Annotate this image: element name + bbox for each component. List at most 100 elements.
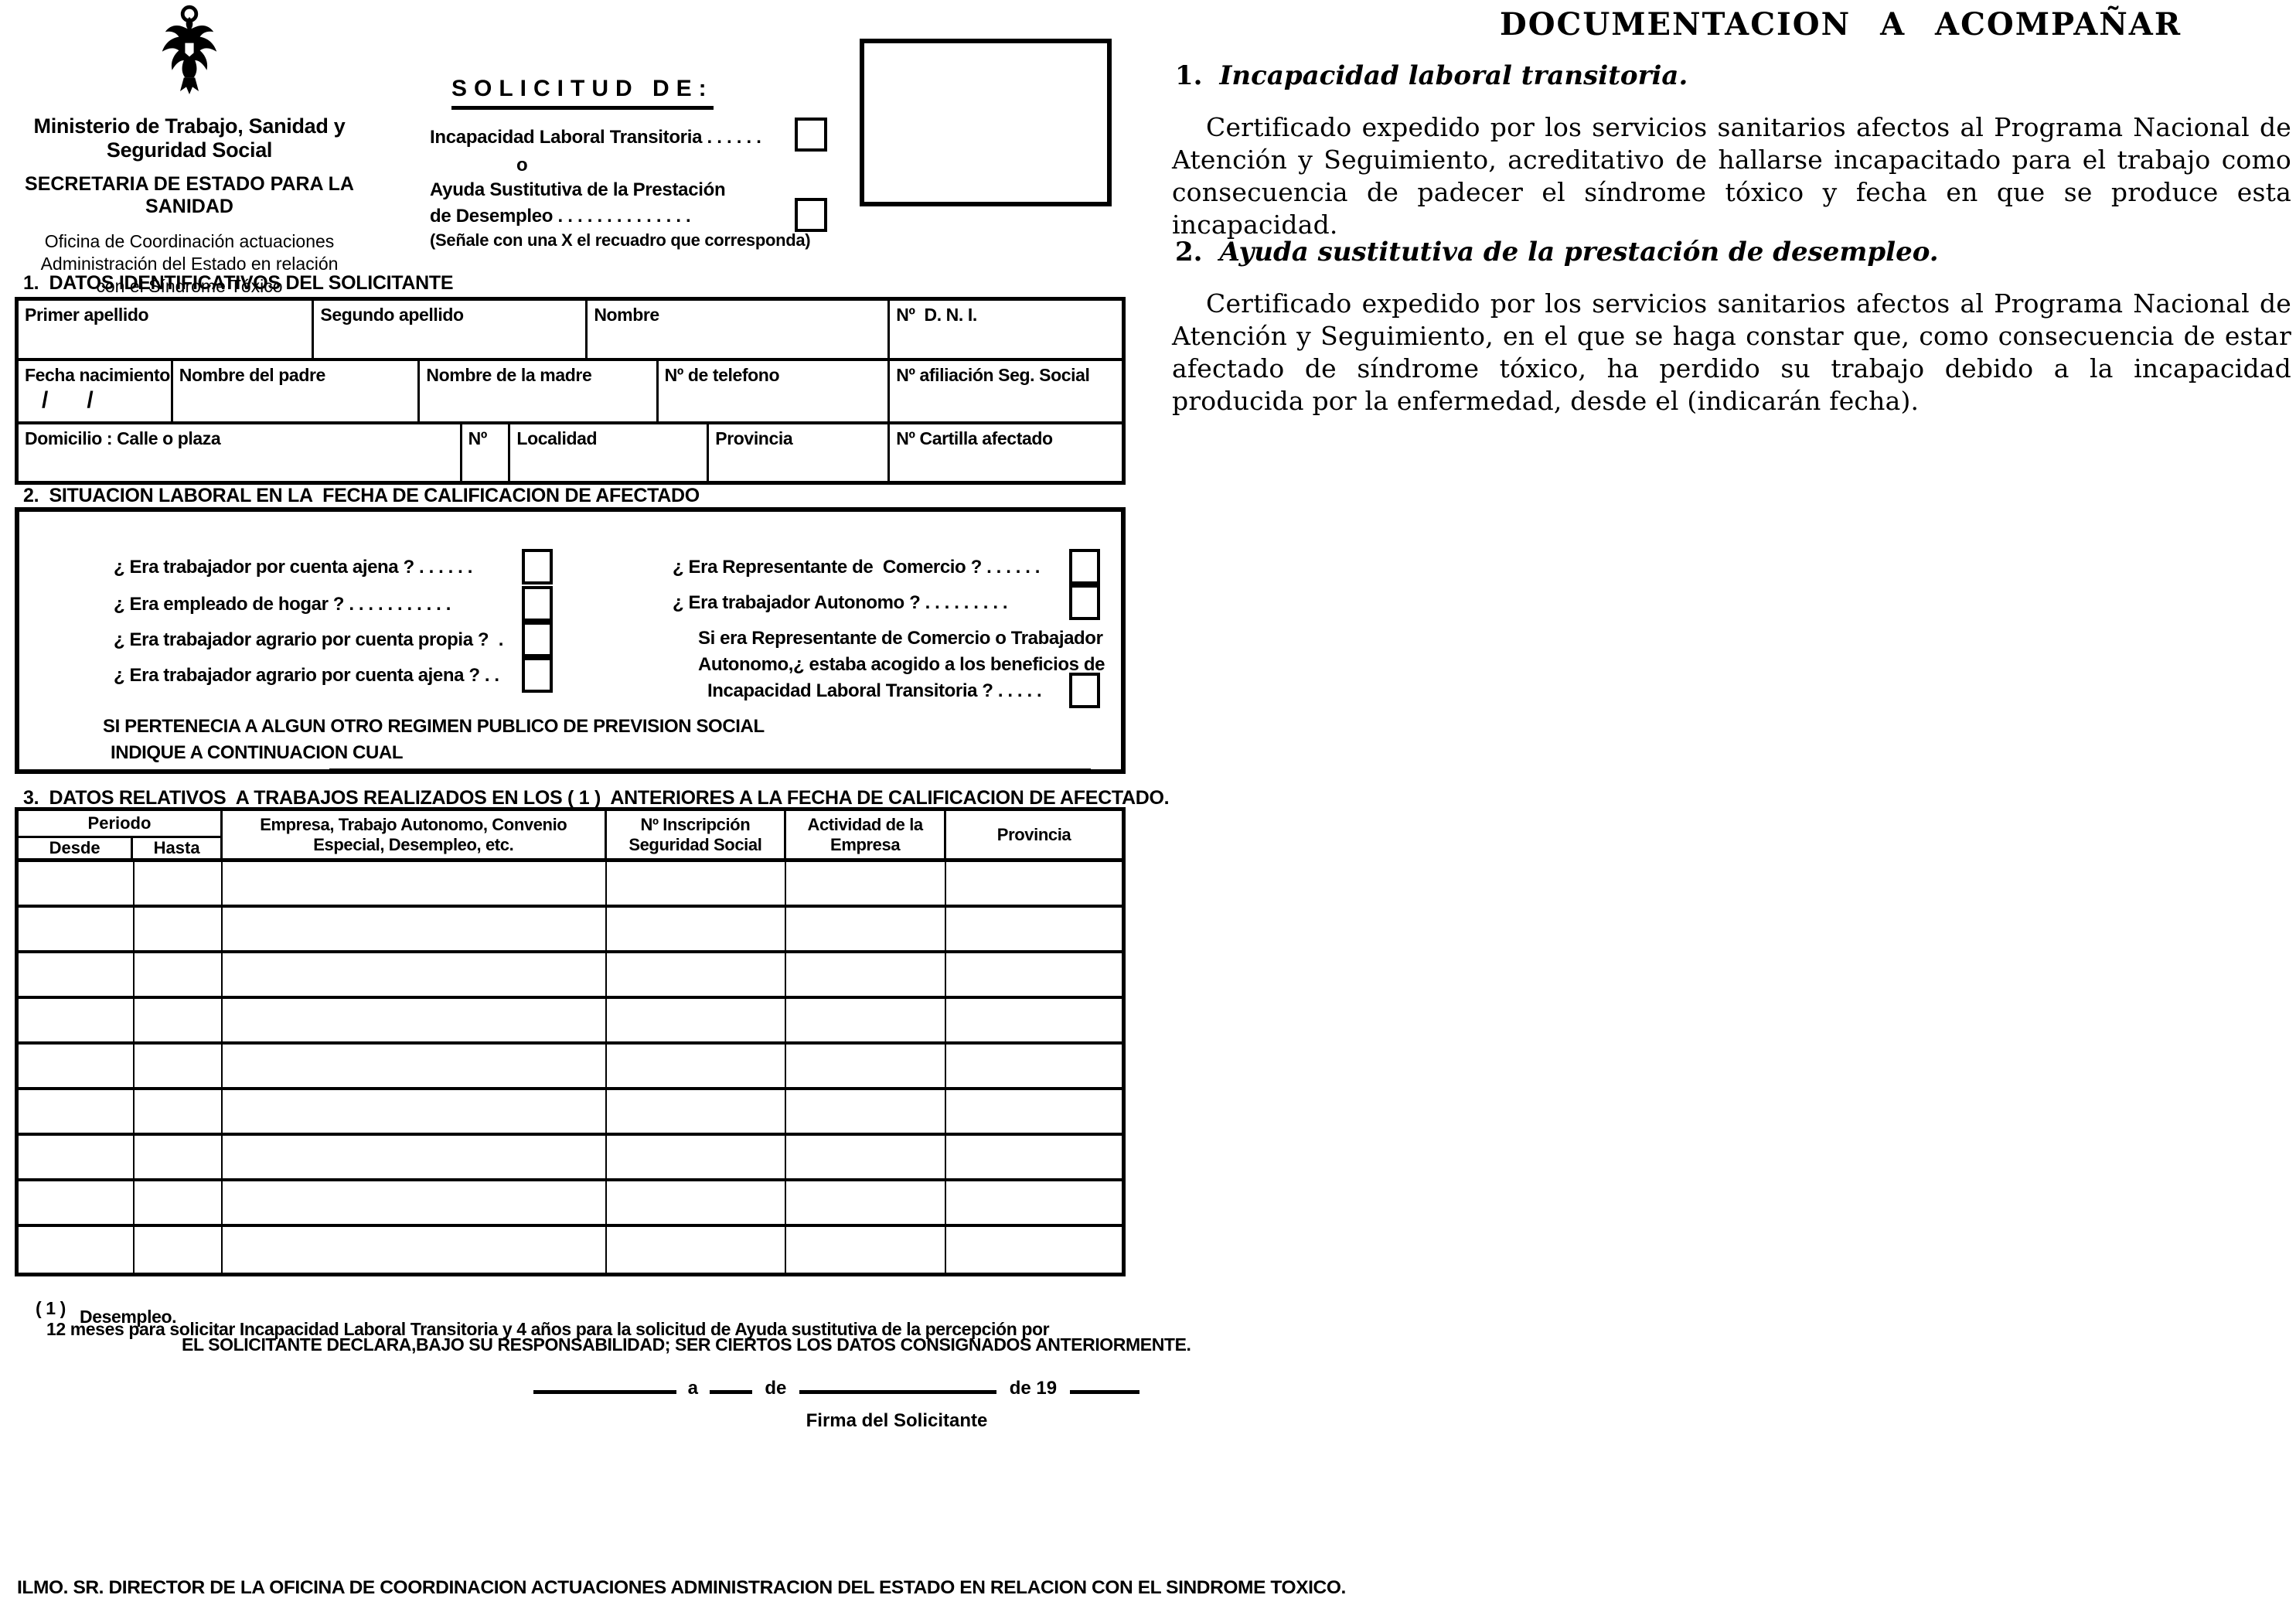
name-cell[interactable]: Nombre: [588, 301, 891, 358]
work-history-cell[interactable]: [135, 953, 223, 996]
street-number-cell[interactable]: Nº: [462, 424, 511, 481]
actividad-header: Actividad de la Empresa: [786, 811, 947, 858]
ilt-checkbox[interactable]: [795, 118, 827, 152]
place-blank[interactable]: [533, 1373, 676, 1394]
docs-title: DOCUMENTACION A ACOMPAÑAR: [1500, 6, 2182, 43]
doc-item-1-number: 1.: [1175, 60, 1203, 91]
ayuda-checkbox[interactable]: [795, 198, 827, 232]
work-history-cell[interactable]: [607, 1181, 787, 1224]
periodo-header: Periodo: [19, 811, 220, 838]
q-agrario-ajena-label: ¿ Era trabajador agrario por cuenta ajen…: [114, 665, 499, 686]
work-history-cell[interactable]: [607, 1136, 787, 1178]
work-history-cell[interactable]: [19, 862, 135, 905]
work-history-cell[interactable]: [607, 1045, 787, 1087]
cond-benefit-checkbox[interactable]: [1069, 673, 1100, 708]
work-history-cell[interactable]: [786, 1136, 947, 1178]
work-history-cell[interactable]: [19, 999, 135, 1041]
work-history-cell[interactable]: [135, 1227, 223, 1273]
work-history-cell[interactable]: [135, 999, 223, 1041]
second-surname-cell[interactable]: Segundo apellido: [314, 301, 588, 358]
second-surname-label: Segundo apellido: [320, 305, 464, 325]
office-line-2: Administración del Estado en relación: [40, 254, 339, 274]
q-comercio-checkbox[interactable]: [1069, 549, 1100, 584]
health-card-cell[interactable]: Nº Cartilla afectado: [890, 424, 1122, 481]
work-history-cell[interactable]: [607, 1090, 787, 1133]
request-title: SOLICITUD DE:: [451, 76, 714, 110]
work-history-cell[interactable]: [786, 862, 947, 905]
q-agrario-ajena-checkbox[interactable]: [522, 657, 553, 693]
province-cell[interactable]: Provincia: [709, 424, 891, 481]
q-cuenta-ajena-checkbox[interactable]: [522, 549, 553, 584]
work-history-cell[interactable]: [135, 1090, 223, 1133]
dni-cell[interactable]: Nº D. N. I.: [890, 301, 1122, 358]
father-name-cell[interactable]: Nombre del padre: [173, 361, 421, 421]
work-history-cell[interactable]: [19, 908, 135, 950]
work-history-cell[interactable]: [135, 1045, 223, 1087]
work-history-cell[interactable]: [607, 953, 787, 996]
work-history-cell[interactable]: [135, 1181, 223, 1224]
applicant-data-table: Primer apellido Segundo apellido Nombre …: [15, 297, 1126, 485]
work-history-cell[interactable]: [946, 1136, 1122, 1178]
work-history-cell[interactable]: [223, 1181, 607, 1224]
work-history-cell[interactable]: [607, 908, 787, 950]
day-blank[interactable]: [709, 1373, 752, 1394]
work-history-cell[interactable]: [19, 1227, 135, 1273]
address-cell[interactable]: Domicilio : Calle o plaza: [19, 424, 462, 481]
work-history-cell[interactable]: [607, 862, 787, 905]
year-blank[interactable]: [1069, 1373, 1139, 1394]
work-history-cell[interactable]: [786, 1090, 947, 1133]
work-history-cell[interactable]: [946, 1045, 1122, 1087]
footnote-line1: ( 1 ) 12 meses para solicitar Incapacida…: [17, 1277, 1050, 1361]
work-history-cell[interactable]: [223, 953, 607, 996]
work-history-cell[interactable]: [946, 908, 1122, 950]
work-history-cell[interactable]: [19, 1136, 135, 1178]
work-history-cell[interactable]: [946, 1227, 1122, 1273]
work-history-cell[interactable]: [946, 1090, 1122, 1133]
locality-cell[interactable]: Localidad: [510, 424, 710, 481]
cond-benefit-line1: Si era Representante de Comercio o Traba…: [698, 628, 1103, 649]
work-history-cell[interactable]: [223, 1227, 607, 1273]
work-history-cell[interactable]: [135, 1136, 223, 1178]
month-blank[interactable]: [799, 1373, 997, 1394]
q-hogar-checkbox[interactable]: [522, 586, 553, 622]
work-history-cell[interactable]: [19, 1090, 135, 1133]
work-history-cell[interactable]: [19, 1181, 135, 1224]
work-history-cell[interactable]: [786, 999, 947, 1041]
ss-number-cell[interactable]: Nº afiliación Seg. Social: [890, 361, 1122, 421]
work-history-cell[interactable]: [607, 1227, 787, 1273]
work-history-row: [19, 908, 1122, 953]
work-history-cell[interactable]: [19, 953, 135, 996]
q-autonomo-checkbox[interactable]: [1069, 584, 1100, 620]
phone-cell[interactable]: Nº de telefono: [659, 361, 891, 421]
work-history-cell[interactable]: [946, 953, 1122, 996]
work-history-cell[interactable]: [223, 1045, 607, 1087]
work-history-cell[interactable]: [786, 908, 947, 950]
other-regime-answer-line[interactable]: [329, 767, 1091, 772]
work-history-cell[interactable]: [946, 1181, 1122, 1224]
work-history-cell[interactable]: [607, 999, 787, 1041]
work-history-cell[interactable]: [946, 999, 1122, 1041]
work-history-cell[interactable]: [223, 908, 607, 950]
work-history-cell[interactable]: [223, 999, 607, 1041]
work-history-cell[interactable]: [786, 1227, 947, 1273]
work-history-cell[interactable]: [946, 862, 1122, 905]
table-row: Fecha nacimiento / / Nombre del padre No…: [19, 361, 1122, 424]
work-history-cell[interactable]: [223, 1136, 607, 1178]
birthdate-cell[interactable]: Fecha nacimiento / /: [19, 361, 173, 421]
mother-name-cell[interactable]: Nombre de la madre: [420, 361, 659, 421]
sig-word-de: de: [765, 1378, 787, 1399]
work-history-cell[interactable]: [135, 908, 223, 950]
work-history-cell[interactable]: [223, 862, 607, 905]
work-history-cell[interactable]: [135, 862, 223, 905]
table-row: Domicilio : Calle o plaza Nº Localidad P…: [19, 424, 1122, 481]
work-history-cell[interactable]: [786, 953, 947, 996]
footnote-marker: ( 1 ): [35, 1298, 66, 1318]
work-history-cell[interactable]: [786, 1045, 947, 1087]
q-agrario-propia-checkbox[interactable]: [522, 622, 553, 657]
work-history-cell[interactable]: [223, 1090, 607, 1133]
work-history-cell[interactable]: [19, 1045, 135, 1087]
first-surname-cell[interactable]: Primer apellido: [19, 301, 315, 358]
work-history-row: [19, 953, 1122, 999]
work-history-cell[interactable]: [786, 1181, 947, 1224]
